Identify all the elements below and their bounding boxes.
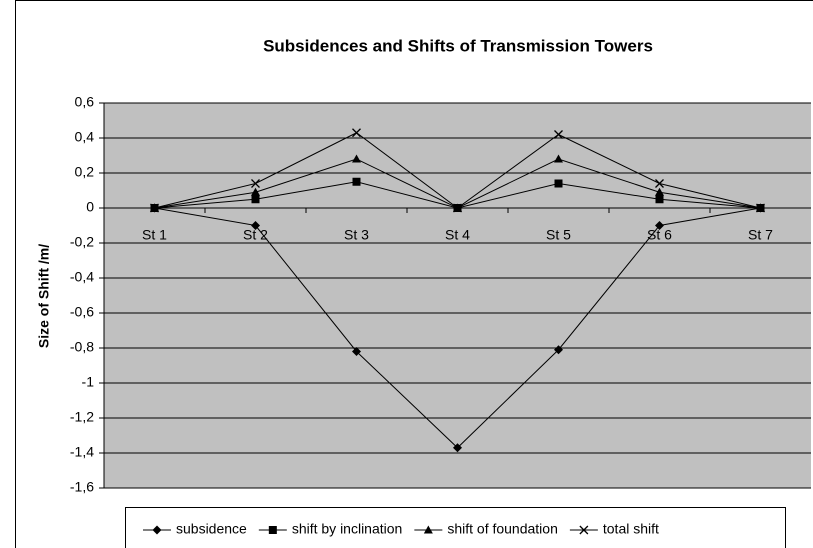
marker [579,525,589,535]
plot-area [104,103,811,488]
marker [251,179,260,188]
legend-label: shift by inclination [292,521,403,537]
y-tick-label: 0,4 [75,129,95,145]
marker [150,203,159,213]
legend-label: shift of foundation [447,521,558,537]
y-tick-label: -0,8 [70,339,94,355]
marker [554,130,563,139]
legend-box [125,507,786,548]
y-tick-label: 0,6 [75,94,95,110]
legend-label: subsidence [176,521,247,537]
marker [352,347,361,356]
y-tick-label: -1 [82,374,95,390]
chart-title: Subsidences and Shifts of Transmission T… [263,36,653,55]
marker [352,128,361,138]
x-tick-label: St 4 [445,227,470,243]
marker [251,221,260,230]
marker [453,443,462,453]
y-tick-label: -0,6 [70,304,94,320]
marker [554,154,563,163]
marker [268,526,277,534]
marker [554,345,563,355]
x-tick-label: St 5 [546,227,571,243]
y-tick-label: -1,6 [70,479,94,495]
y-tick-label: 0,2 [75,164,95,180]
marker [655,187,664,196]
marker [655,195,664,204]
x-tick-label: St 2 [243,227,268,243]
y-axis-label: Size of Shift /m/ [36,244,52,348]
marker [352,177,361,186]
marker [655,179,664,188]
marker [152,525,162,535]
marker [251,195,260,204]
marker [423,525,433,534]
marker [756,203,765,213]
x-tick-label: St 6 [647,227,672,243]
y-tick-label: -0,4 [70,269,94,285]
x-tick-label: St 1 [142,227,167,243]
legend-label: total shift [603,521,659,537]
x-tick-label: St 7 [748,227,773,243]
marker [352,154,361,163]
marker [453,203,462,213]
x-tick-label: St 3 [344,227,369,243]
marker [655,221,664,230]
y-tick-label: -1,2 [70,409,94,425]
y-tick-label: -0,2 [70,234,94,250]
y-tick-label: -1,4 [70,444,94,460]
marker [554,179,563,188]
marker [251,187,260,196]
y-tick-label: 0 [86,199,94,215]
